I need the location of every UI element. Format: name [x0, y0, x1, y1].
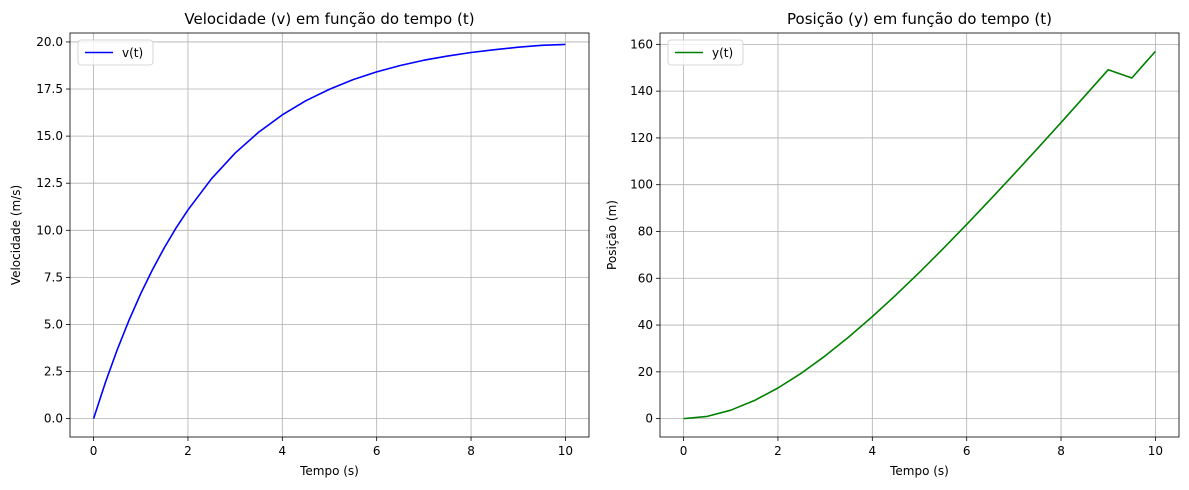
- y-tick-label: 80: [638, 224, 653, 238]
- x-axis-label: Tempo (s): [299, 464, 359, 478]
- x-tick-label: 6: [373, 444, 381, 458]
- x-tick-label: 8: [1057, 444, 1065, 458]
- legend-label: y(t): [712, 46, 733, 60]
- x-tick-label: 0: [680, 444, 688, 458]
- y-tick-label: 12.5: [36, 176, 63, 190]
- legend: y(t): [667, 39, 744, 66]
- y-axis-label: Posição (m): [605, 200, 619, 270]
- y-tick-label: 120: [630, 131, 653, 145]
- y-tick-label: 40: [638, 318, 653, 332]
- y-tick-label: 2.5: [44, 365, 63, 379]
- chart-title: Posição (y) em função do tempo (t): [787, 10, 1052, 28]
- x-axis-label: Tempo (s): [889, 464, 949, 478]
- legend-box: [667, 39, 744, 66]
- y-tick-label: 20: [638, 365, 653, 379]
- y-tick-label: 100: [630, 178, 653, 192]
- chart-title: Velocidade (v) em função do tempo (t): [184, 10, 474, 28]
- y-tick-label: 0: [645, 412, 653, 426]
- y-tick-label: 17.5: [36, 82, 63, 96]
- y-tick-label: 160: [630, 37, 653, 51]
- y-tick-label: 5.0: [44, 317, 63, 331]
- series-line-y(t): [683, 50, 1157, 420]
- x-tick-label: 4: [868, 444, 876, 458]
- plot-frame: [69, 32, 590, 438]
- legend: v(t): [77, 39, 154, 66]
- y-tick-label: 7.5: [44, 270, 63, 284]
- plot-frame: [659, 32, 1180, 438]
- chart-panel-1: 0 2 4 6 8 10 0.0 2.5 5.0 7.5 10.0 12.5 15.0 17.5 20.0 V…: [9, 10, 590, 478]
- x-tick-label: 10: [558, 444, 573, 458]
- x-tick-label: 10: [1148, 444, 1163, 458]
- legend-label: v(t): [122, 46, 143, 60]
- y-tick-label: 60: [638, 271, 653, 285]
- x-tick-label: 0: [90, 444, 98, 458]
- legend-box: [77, 39, 154, 66]
- x-tick-label: 6: [963, 444, 971, 458]
- x-tick-label: 4: [278, 444, 286, 458]
- x-tick-label: 2: [774, 444, 782, 458]
- y-tick-label: 20.0: [36, 35, 63, 49]
- x-tick-label: 8: [467, 444, 475, 458]
- x-tick-label: 2: [184, 444, 192, 458]
- y-axis-label: Velocidade (m/s): [9, 185, 23, 285]
- series-line-v(t): [92, 43, 566, 419]
- y-tick-label: 140: [630, 84, 653, 98]
- y-tick-label: 15.0: [36, 129, 63, 143]
- y-tick-label: 0.0: [44, 412, 63, 426]
- y-tick-label: 10.0: [36, 223, 63, 237]
